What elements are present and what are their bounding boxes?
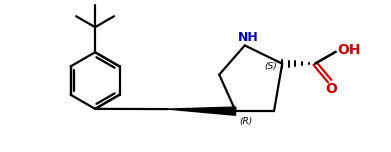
Text: (S): (S) bbox=[264, 62, 277, 71]
Text: (R): (R) bbox=[239, 117, 252, 126]
Polygon shape bbox=[168, 107, 236, 115]
Text: OH: OH bbox=[337, 43, 361, 57]
Text: NH: NH bbox=[238, 31, 258, 44]
Text: O: O bbox=[325, 82, 337, 96]
